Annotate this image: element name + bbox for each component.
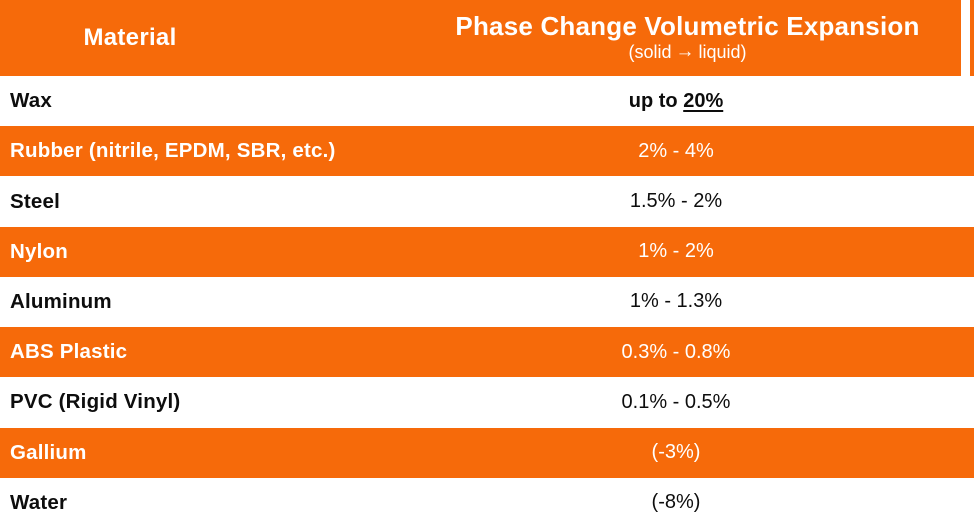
expansion-value: 1% - 2% — [638, 240, 714, 263]
table-row: Gallium (-3%) — [0, 427, 974, 478]
material-name: Water — [10, 490, 68, 514]
subtitle-liquid-label: liquid) — [698, 42, 747, 63]
material-name: Rubber (nitrile, EPDM, SBR, etc.) — [10, 139, 336, 163]
expansion-value: 2% - 4% — [638, 139, 714, 162]
header-right-edge-accent — [970, 0, 974, 76]
header-block: Material Phase Change Volumetric Expansi… — [0, 0, 961, 76]
expansion-column-title: Phase Change Volumetric Expansion — [455, 10, 920, 41]
table-row: ABS Plastic 0.3% - 0.8% — [0, 327, 974, 378]
expansion-value: 1.5% - 2% — [629, 190, 723, 213]
material-name: Aluminum — [10, 289, 112, 313]
table-row: Wax up to 20% — [0, 76, 974, 127]
table-row: Rubber (nitrile, EPDM, SBR, etc.) 2% - 4… — [0, 126, 974, 177]
table-header: Material Phase Change Volumetric Expansi… — [0, 0, 974, 76]
table-row: Water (-8%) — [0, 477, 974, 528]
table-row: Aluminum 1% - 1.3% — [0, 276, 974, 328]
subtitle-solid-label: (solid — [628, 42, 672, 63]
table-body: Wax up to 20% Rubber (nitrile, EPDM, SBR… — [0, 76, 974, 528]
material-name: PVC (Rigid Vinyl) — [10, 390, 181, 414]
expansion-column-header: Phase Change Volumetric Expansion (solid… — [416, 10, 961, 65]
material-name: Nylon — [10, 239, 68, 263]
expansion-value: 1% - 1.3% — [629, 290, 723, 313]
table-row: Steel 1.5% - 2% — [0, 176, 974, 227]
table-row: Nylon 1% - 2% — [0, 226, 974, 277]
material-name: Wax — [10, 89, 52, 113]
material-name: Steel — [10, 189, 60, 213]
expansion-value: (-8%) — [651, 491, 701, 514]
material-column-header: Material — [83, 24, 177, 51]
material-name: ABS Plastic — [10, 340, 128, 364]
table-row: PVC (Rigid Vinyl) 0.1% - 0.5% — [0, 377, 974, 428]
expansion-column-subtitle: (solid → liquid) — [416, 41, 959, 64]
expansion-value: 0.3% - 0.8% — [621, 340, 731, 363]
expansion-value: up to 20% — [628, 89, 724, 112]
expansion-value: 0.1% - 0.5% — [621, 390, 731, 413]
right-arrow-icon: → — [675, 41, 695, 63]
material-name: Gallium — [10, 440, 87, 464]
expansion-value: (-3%) — [651, 441, 701, 464]
